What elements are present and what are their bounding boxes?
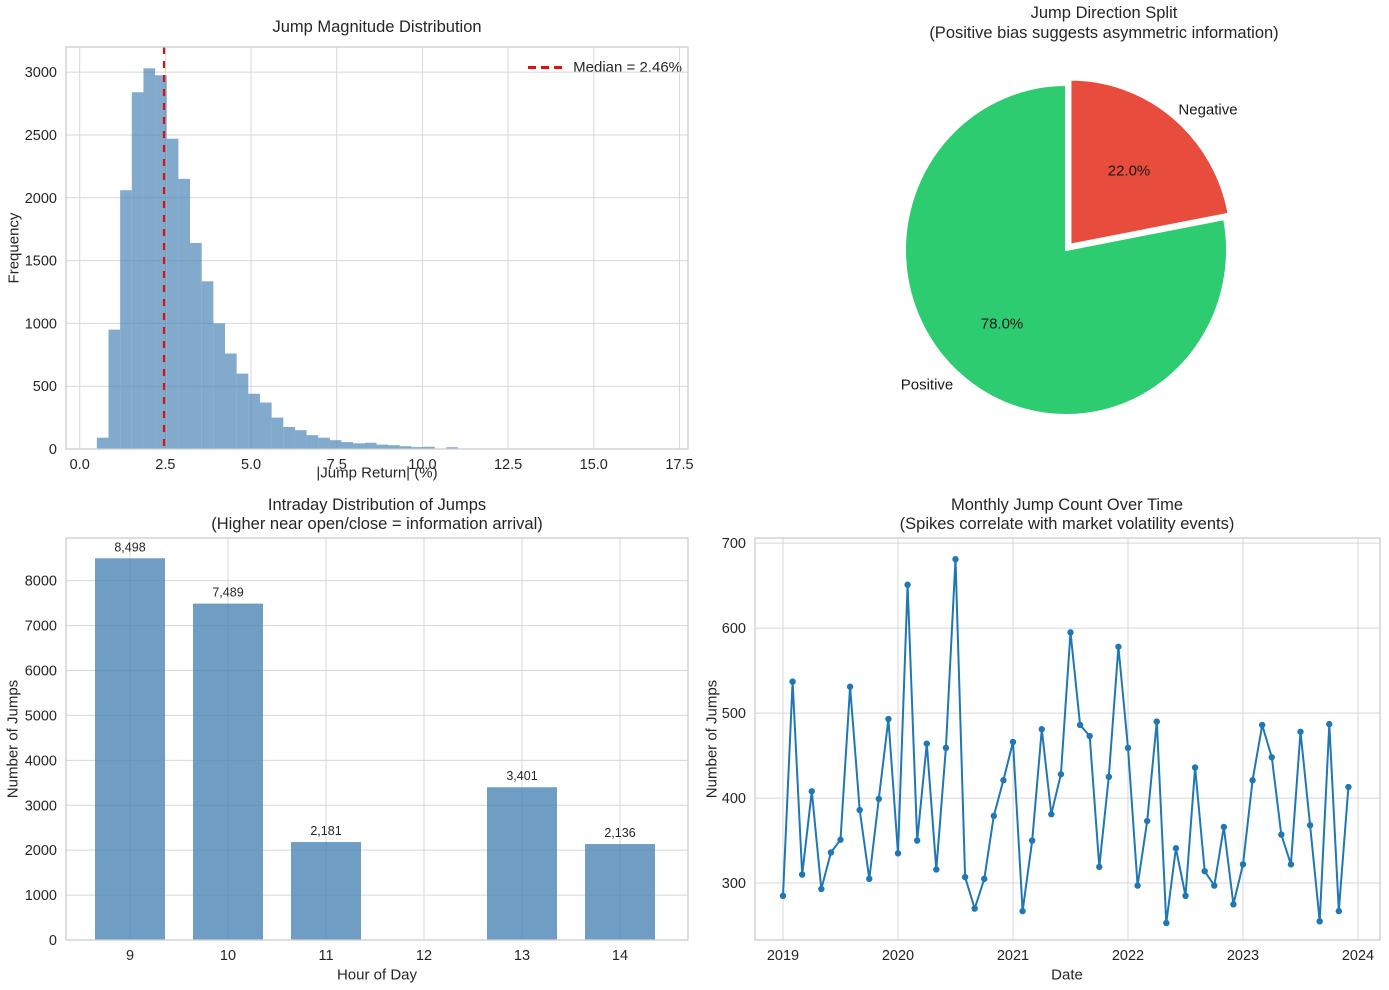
svg-text:600: 600 — [722, 621, 746, 637]
svg-text:6000: 6000 — [25, 664, 57, 680]
svg-text:14: 14 — [612, 948, 628, 964]
svg-text:8000: 8000 — [25, 574, 57, 590]
svg-text:2500: 2500 — [25, 128, 57, 144]
svg-text:7,489: 7,489 — [212, 586, 243, 600]
svg-text:7.5: 7.5 — [327, 457, 347, 473]
svg-text:11: 11 — [318, 948, 333, 964]
svg-text:2,136: 2,136 — [604, 826, 635, 840]
svg-text:2020: 2020 — [882, 948, 914, 964]
svg-text:2022: 2022 — [1112, 948, 1144, 964]
median-dashed-line-icon — [528, 66, 565, 69]
svg-text:2023: 2023 — [1227, 948, 1259, 964]
svg-text:7000: 7000 — [25, 619, 57, 635]
svg-text:10: 10 — [220, 948, 236, 964]
svg-text:0: 0 — [49, 933, 57, 949]
histogram-plot: 0.0 2.5 5.0 7.5 10.0 12.5 15.0 17.5 0 500 1000 1500… — [25, 46, 694, 473]
svg-text:500: 500 — [33, 379, 57, 395]
monthly-title: Monthly Jump Count Over Time — [951, 496, 1183, 514]
svg-text:1500: 1500 — [25, 254, 57, 270]
histogram-title: Jump Magnitude Distribution — [272, 18, 482, 36]
svg-text:8,498: 8,498 — [114, 540, 145, 554]
svg-text:500: 500 — [722, 706, 746, 722]
svg-text:13: 13 — [514, 948, 530, 964]
svg-text:9: 9 — [126, 948, 134, 964]
svg-text:5000: 5000 — [25, 708, 57, 724]
svg-text:12: 12 — [416, 948, 432, 964]
svg-text:2,181: 2,181 — [310, 824, 341, 838]
intraday-subtitle: (Higher near open/close = information ar… — [211, 515, 543, 533]
svg-text:400: 400 — [722, 791, 746, 807]
svg-text:2000: 2000 — [25, 843, 57, 859]
svg-text:300: 300 — [722, 876, 746, 892]
svg-text:4000: 4000 — [25, 753, 57, 769]
svg-text:5.0: 5.0 — [241, 457, 261, 473]
histogram-xlabel: |Jump Return| (%) — [316, 464, 438, 482]
svg-text:17.5: 17.5 — [665, 457, 693, 473]
svg-text:700: 700 — [722, 536, 746, 552]
svg-text:2000: 2000 — [25, 191, 57, 207]
svg-text:0.0: 0.0 — [70, 457, 90, 473]
intraday-bar-plot: 0 1000 2000 3000 4000 5000 6000 7000 8000 9 10 11 12… — [25, 537, 689, 964]
svg-text:3000: 3000 — [25, 798, 57, 814]
svg-text:2021: 2021 — [997, 948, 1029, 964]
intraday-xlabel: Hour of Day — [336, 966, 418, 984]
svg-text:15.0: 15.0 — [580, 457, 608, 473]
pie-slice-pct-negative: 22.0% — [1107, 162, 1151, 180]
intraday-title: Intraday Distribution of Jumps — [267, 496, 487, 514]
svg-text:10.0: 10.0 — [408, 457, 436, 473]
svg-text:1000: 1000 — [25, 888, 57, 904]
pie-slice-label-negative: Negative — [1178, 101, 1238, 119]
svg-text:12.5: 12.5 — [494, 457, 522, 473]
pie-plot — [904, 78, 1230, 416]
monthly-line-plot: 2019 2020 2021 2022 2023 2024 300 400 500 600 700 — [722, 536, 1381, 964]
svg-text:2024: 2024 — [1342, 948, 1374, 964]
svg-text:1000: 1000 — [25, 316, 57, 332]
pie-slice-label-positive: Positive — [900, 376, 954, 394]
svg-text:0: 0 — [49, 442, 57, 458]
svg-text:2019: 2019 — [767, 948, 799, 964]
pie-subtitle: (Positive bias suggests asymmetric infor… — [929, 24, 1279, 42]
pie-title: Jump Direction Split — [1030, 4, 1178, 22]
monthly-subtitle: (Spikes correlate with market volatility… — [899, 515, 1235, 533]
monthly-xlabel: Date — [1051, 966, 1083, 984]
svg-text:3,401: 3,401 — [506, 769, 537, 783]
pie-slice-pct-positive: 78.0% — [980, 315, 1024, 333]
svg-text:2.5: 2.5 — [155, 457, 175, 473]
svg-text:3000: 3000 — [25, 65, 57, 81]
